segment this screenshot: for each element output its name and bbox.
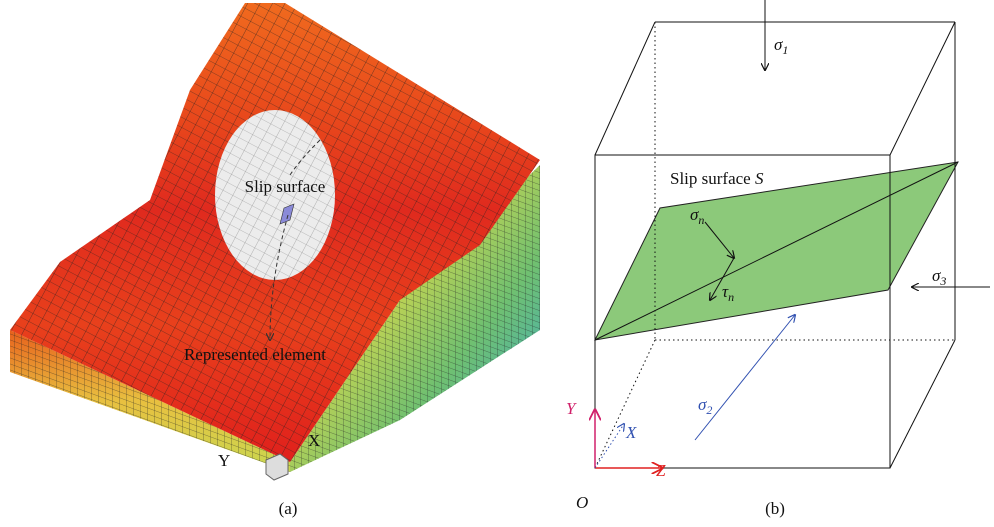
axis-x: X [625,423,637,442]
label-sigma1: σ1 [774,35,788,57]
label-sigma2: σ2 [698,395,712,417]
arrow-sigma2 [695,315,795,440]
axis-x-arrow [595,424,624,468]
slip-label: Slip surface [245,177,326,196]
axis-z: Z [656,461,666,480]
figure: Slip surface Represented element X Y (a)… [0,0,994,527]
axis-y: Y [566,399,577,418]
caption: (a) [279,499,298,518]
edge [595,22,655,155]
panel-a: Slip surface Represented element X Y (a) [10,3,540,518]
origin: O [576,493,588,512]
edge [595,340,655,468]
slip-label: Slip surface S [670,169,764,188]
element-label: Represented element [184,345,326,364]
caption: (b) [765,499,785,518]
axis-y: Y [218,451,230,470]
axis-x: X [308,431,320,450]
edge [890,340,955,468]
panel-b [595,0,990,468]
edge [890,22,955,155]
label-sigma3: σ3 [932,266,946,288]
